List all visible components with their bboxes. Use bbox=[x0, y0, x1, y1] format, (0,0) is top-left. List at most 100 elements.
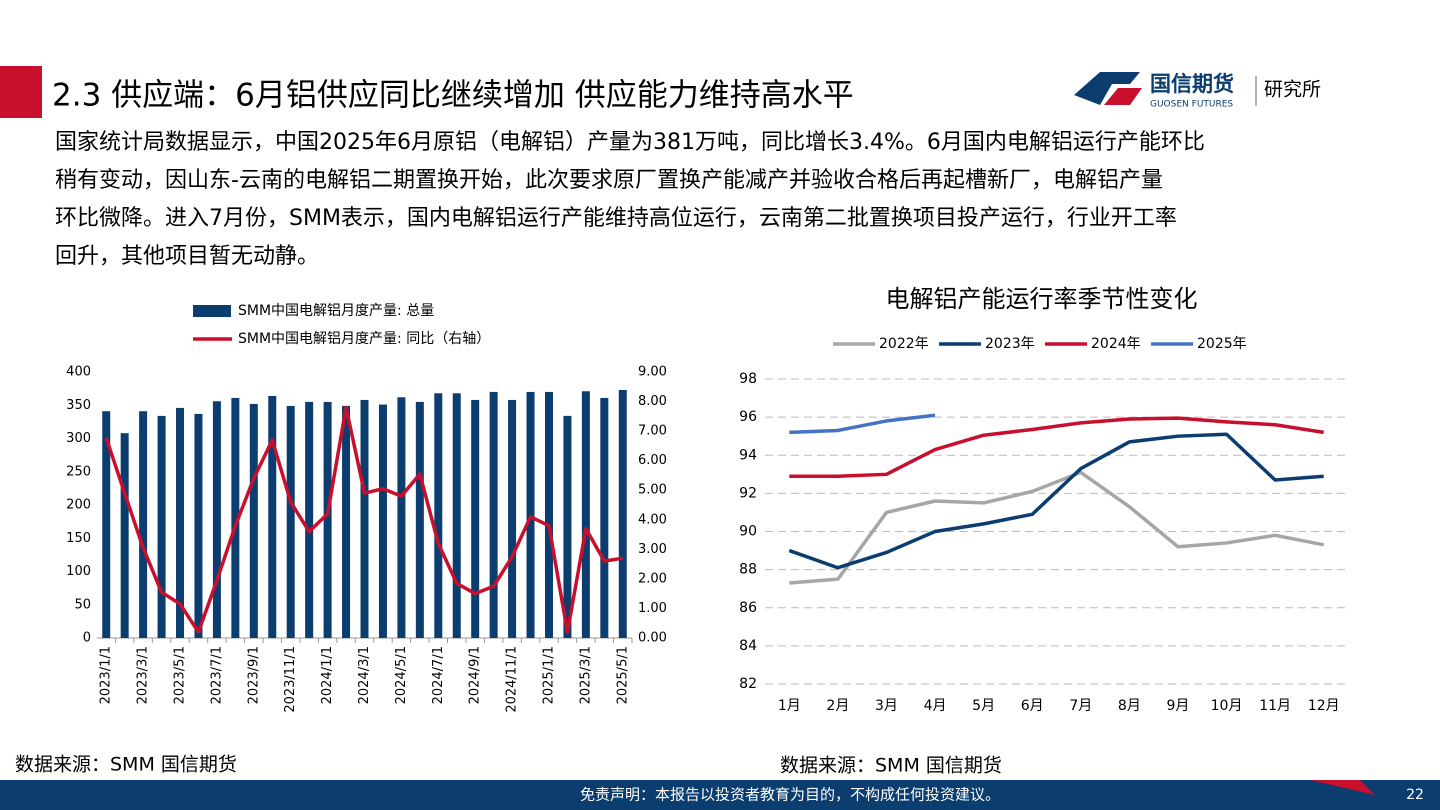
source-note: 数据来源：SMM 国信期货 bbox=[15, 754, 237, 776]
x-tick-label: 2023/11/1 bbox=[283, 646, 298, 713]
y-tick-label: 100 bbox=[66, 564, 91, 579]
y2-tick-label: 9.00 bbox=[638, 365, 667, 380]
y-tick-label: 98 bbox=[739, 371, 757, 387]
x-tick-label: 2023/3/1 bbox=[136, 646, 151, 704]
bar bbox=[268, 395, 277, 638]
body-line: 稍有变动，因山东-云南的电解铝二期置换开始，此次要求原厂置换产能减产并验收合格后… bbox=[55, 168, 1163, 193]
y-tick-label: 0 bbox=[83, 631, 91, 646]
x-tick-label: 2025/1/1 bbox=[541, 646, 556, 704]
body-line: 环比微降。进入7月份，SMM表示，国内电解铝运行产能维持高位运行，云南第二批置换… bbox=[55, 206, 1177, 231]
x-tick-label: 12月 bbox=[1308, 698, 1340, 714]
y2-tick-label: 5.00 bbox=[638, 483, 667, 498]
y-tick-label: 86 bbox=[739, 600, 757, 616]
bar bbox=[471, 399, 480, 638]
bar bbox=[489, 391, 498, 638]
x-tick-label: 3月 bbox=[875, 698, 898, 714]
x-tick-label: 11月 bbox=[1259, 698, 1291, 714]
x-tick-label: 2024/7/1 bbox=[431, 646, 446, 704]
bar bbox=[378, 404, 387, 638]
page-number: 22 bbox=[1406, 787, 1424, 803]
y-tick-label: 92 bbox=[739, 485, 757, 501]
bar bbox=[544, 391, 553, 638]
x-tick-label: 8月 bbox=[1118, 698, 1141, 714]
bar bbox=[120, 433, 129, 638]
y-tick-label: 300 bbox=[66, 431, 91, 446]
footer-accent bbox=[1310, 780, 1375, 795]
y-tick-label: 400 bbox=[66, 365, 91, 380]
y-tick-label: 96 bbox=[739, 409, 757, 425]
legend-icon bbox=[193, 305, 231, 317]
bar bbox=[249, 403, 258, 638]
y2-tick-label: 0.00 bbox=[638, 631, 667, 646]
bar bbox=[415, 401, 424, 638]
y2-tick-label: 8.00 bbox=[638, 394, 667, 409]
bar bbox=[286, 405, 295, 638]
body-line: 国家统计局数据显示，中国2025年6月原铝（电解铝）产量为381万吨，同比增长3… bbox=[55, 130, 1205, 155]
x-tick-label: 9月 bbox=[1166, 698, 1189, 714]
x-tick-label: 2024/1/1 bbox=[320, 646, 335, 704]
logo-name: 国信期货 bbox=[1150, 72, 1234, 96]
disclaimer: 免责声明：本报告以投资者教育为目的，不构成任何投资建议。 bbox=[580, 786, 1000, 804]
bar bbox=[323, 401, 332, 638]
bar bbox=[397, 397, 406, 638]
x-tick-label: 2023/1/1 bbox=[99, 646, 114, 704]
line bbox=[789, 413, 936, 435]
line bbox=[788, 432, 1324, 570]
y-tick-label: 150 bbox=[66, 531, 91, 546]
x-tick-label: 2023/5/1 bbox=[173, 646, 188, 704]
logo-mark bbox=[1074, 72, 1140, 105]
bar bbox=[212, 401, 221, 638]
y2-tick-label: 2.00 bbox=[638, 571, 667, 586]
x-tick-label: 5月 bbox=[972, 698, 995, 714]
line bbox=[789, 470, 1325, 585]
y-tick-label: 82 bbox=[739, 676, 757, 692]
y2-tick-label: 7.00 bbox=[638, 424, 667, 439]
x-tick-label: 1月 bbox=[778, 698, 801, 714]
bar bbox=[139, 411, 148, 638]
x-tick-label: 2023/7/1 bbox=[209, 646, 224, 704]
x-tick-label: 2024/11/1 bbox=[505, 646, 520, 713]
body-line: 回升，其他项目暂无动静。 bbox=[55, 244, 319, 269]
bar bbox=[618, 389, 627, 638]
y-tick-label: 90 bbox=[739, 524, 757, 540]
bar bbox=[176, 407, 185, 638]
legend-label: SMM中国电解铝月度产量: 同比（右轴） bbox=[238, 331, 490, 347]
bar bbox=[452, 393, 461, 638]
x-tick-label: 2024/5/1 bbox=[394, 646, 409, 704]
bar bbox=[581, 391, 590, 638]
legend-label: SMM中国电解铝月度产量: 总量 bbox=[238, 303, 434, 319]
x-tick-label: 7月 bbox=[1069, 698, 1092, 714]
bar bbox=[526, 391, 535, 638]
y2-tick-label: 1.00 bbox=[638, 601, 667, 616]
x-tick-label: 2024/9/1 bbox=[468, 646, 483, 704]
x-tick-label: 2024/3/1 bbox=[357, 646, 372, 704]
bar bbox=[305, 401, 314, 638]
y-tick-label: 350 bbox=[66, 398, 91, 413]
logo: 国信期货 GUOSEN FUTURES 研究所 bbox=[1074, 72, 1321, 110]
line bbox=[104, 405, 624, 634]
legend-label: 2025年 bbox=[1197, 336, 1247, 352]
x-tick-label: 6月 bbox=[1021, 698, 1044, 714]
legend-label: 2024年 bbox=[1091, 336, 1141, 352]
footer-bar bbox=[0, 780, 1440, 810]
x-tick-label: 10月 bbox=[1211, 698, 1243, 714]
y-tick-label: 200 bbox=[66, 498, 91, 513]
bar bbox=[508, 399, 517, 638]
legend-label: 2023年 bbox=[985, 336, 1035, 352]
y2-tick-label: 3.00 bbox=[638, 542, 667, 557]
bar bbox=[194, 413, 203, 638]
bar bbox=[434, 393, 443, 638]
x-tick-label: 2023/9/1 bbox=[246, 646, 261, 704]
y2-tick-label: 4.00 bbox=[638, 512, 667, 527]
logo-english: GUOSEN FUTURES bbox=[1150, 100, 1233, 110]
logo-mark bbox=[1104, 88, 1142, 105]
slide-title: 2.3 供应端：6月铝供应同比继续增加 供应能力维持高水平 bbox=[52, 78, 854, 114]
y-tick-label: 250 bbox=[66, 464, 91, 479]
source-note: 数据来源：SMM 国信期货 bbox=[780, 755, 1002, 777]
y2-tick-label: 6.00 bbox=[638, 453, 667, 468]
y-tick-label: 94 bbox=[739, 447, 757, 463]
x-tick-label: 4月 bbox=[924, 698, 947, 714]
y-tick-label: 88 bbox=[739, 562, 757, 578]
